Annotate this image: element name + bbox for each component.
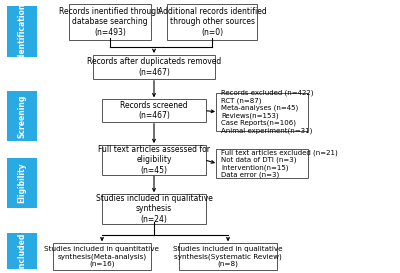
Text: Records excluded (n=422)
RCT (n=87)
Meta-analyses (n=45)
Reviews(n=153)
Case Rep: Records excluded (n=422) RCT (n=87) Meta… bbox=[221, 90, 314, 134]
FancyBboxPatch shape bbox=[102, 99, 206, 122]
FancyBboxPatch shape bbox=[179, 243, 277, 270]
Text: Identification: Identification bbox=[18, 2, 26, 61]
Text: Included: Included bbox=[18, 233, 26, 270]
FancyBboxPatch shape bbox=[69, 4, 151, 40]
Text: Additional records identified
through other sources
(n=0): Additional records identified through ot… bbox=[158, 7, 266, 37]
Text: Studies included in qualitative
synthesis(Systematic Review)
(n=8): Studies included in qualitative synthesi… bbox=[173, 246, 283, 267]
Text: Records after duplicateds removed
(n=467): Records after duplicateds removed (n=467… bbox=[87, 57, 221, 77]
FancyBboxPatch shape bbox=[216, 93, 308, 131]
Text: Full text articles assessed for
eligibility
(n=45): Full text articles assessed for eligibil… bbox=[98, 145, 210, 175]
FancyBboxPatch shape bbox=[7, 233, 37, 269]
Text: Studies included in quantitative
synthesis(Meta-analysis)
(n=16): Studies included in quantitative synthes… bbox=[44, 246, 160, 267]
FancyBboxPatch shape bbox=[102, 194, 206, 224]
Text: Records inentified through
database searching
(n=493): Records inentified through database sear… bbox=[59, 7, 161, 37]
FancyBboxPatch shape bbox=[102, 145, 206, 175]
FancyBboxPatch shape bbox=[7, 91, 37, 141]
FancyBboxPatch shape bbox=[167, 4, 257, 40]
Text: Studies included in qualitative
synthesis
(n=24): Studies included in qualitative synthesi… bbox=[96, 194, 212, 224]
Text: Eligibility: Eligibility bbox=[18, 163, 26, 203]
Text: Full text articles excluded (n=21)
Not data of DTI (n=3)
Intervention(n=15)
Data: Full text articles excluded (n=21) Not d… bbox=[221, 149, 338, 178]
FancyBboxPatch shape bbox=[216, 150, 308, 178]
Text: Screening: Screening bbox=[18, 94, 26, 138]
FancyBboxPatch shape bbox=[93, 55, 215, 79]
Text: Records screened
(n=467): Records screened (n=467) bbox=[120, 101, 188, 120]
FancyBboxPatch shape bbox=[7, 158, 37, 208]
FancyBboxPatch shape bbox=[53, 243, 151, 270]
FancyBboxPatch shape bbox=[7, 6, 37, 57]
